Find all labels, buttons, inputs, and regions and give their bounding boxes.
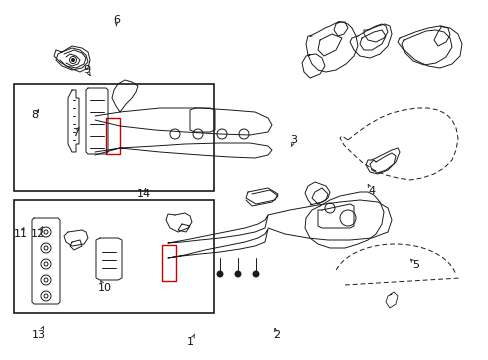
Circle shape bbox=[44, 230, 48, 234]
Circle shape bbox=[252, 271, 259, 277]
Text: 9: 9 bbox=[83, 65, 90, 75]
Text: 10: 10 bbox=[98, 283, 112, 293]
Text: 3: 3 bbox=[289, 135, 296, 145]
Text: 4: 4 bbox=[367, 186, 374, 196]
Circle shape bbox=[44, 262, 48, 266]
Text: 13: 13 bbox=[32, 330, 46, 340]
Text: 1: 1 bbox=[187, 337, 194, 347]
Circle shape bbox=[217, 271, 223, 277]
Text: 11: 11 bbox=[14, 229, 27, 239]
Circle shape bbox=[71, 58, 74, 62]
Text: 2: 2 bbox=[272, 330, 279, 340]
Circle shape bbox=[235, 271, 241, 277]
Bar bbox=[106, 118, 120, 154]
Text: 14: 14 bbox=[137, 189, 151, 199]
Bar bbox=[14, 200, 214, 313]
Bar bbox=[14, 84, 214, 191]
Circle shape bbox=[44, 278, 48, 282]
Text: 6: 6 bbox=[113, 15, 120, 25]
Circle shape bbox=[44, 246, 48, 250]
Text: 5: 5 bbox=[411, 260, 418, 270]
Text: 7: 7 bbox=[72, 128, 79, 138]
Circle shape bbox=[44, 294, 48, 298]
Text: 8: 8 bbox=[32, 110, 39, 120]
Bar bbox=[162, 245, 176, 281]
Text: 12: 12 bbox=[31, 229, 45, 239]
